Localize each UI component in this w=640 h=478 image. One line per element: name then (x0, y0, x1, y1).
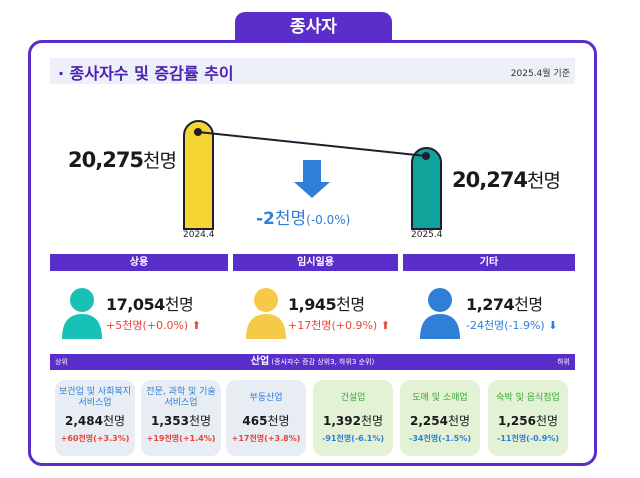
other-change: -24천명(-1.9%) ⬇ (466, 319, 558, 332)
basis-date: 2025.4월 기준 (510, 69, 570, 79)
industry-card: 전문, 과학 및 기술 서비스업 1,353천명 +19천명(+1.4%) (141, 380, 221, 456)
point-2025 (422, 152, 430, 160)
industry-header: 상위 산업 (종사자수 증감 상위3, 하위3 순위) 하위 (50, 354, 575, 370)
industry-title: 산업 (종사자수 증감 상위3, 하위3 순위) (250, 356, 375, 367)
person-icon (62, 288, 102, 339)
pillar-2024 (183, 120, 214, 230)
temporary-value: 1,945천명 (288, 295, 365, 314)
section-tab[interactable]: 종사자 (235, 12, 392, 42)
person-icon (246, 288, 286, 339)
industry-card: 숙박 및 음식점업 1,256천명 -11천명(-0.9%) (488, 380, 568, 456)
industry-card: 도매 및 소매업 2,254천명 -34천명(-1.5%) (400, 380, 480, 456)
top-label: 상위 (55, 358, 68, 366)
category-header-temporary: 임시일용 (233, 254, 398, 271)
section-title: · 종사자수 및 증감률 추이 (58, 64, 234, 83)
regular-change: +5천명(+0.0%) ⬆ (106, 319, 201, 332)
temporary-change: +17천명(+0.9%) ⬆ (288, 319, 390, 332)
category-header-regular: 상용 (50, 254, 228, 271)
period-2025: 2025.4 (411, 230, 443, 240)
bottom-label: 하위 (557, 358, 570, 366)
value-2024: 20,275천명 (68, 148, 177, 172)
value-2025: 20,274천명 (452, 168, 561, 192)
category-header-other: 기타 (403, 254, 575, 271)
down-arrow-icon (294, 160, 330, 198)
regular-value: 17,054천명 (106, 295, 194, 314)
pillar-2025 (411, 147, 442, 230)
industry-card: 부동산업 465천명 +17천명(+3.8%) (226, 380, 306, 456)
content-frame (28, 40, 597, 466)
period-2024: 2024.4 (183, 230, 215, 240)
point-2024 (194, 128, 202, 136)
section-title-bar (50, 58, 575, 84)
total-change: -2천명(-0.0%) (256, 209, 351, 229)
industry-card: 보건업 및 사회복지 서비스업 2,484천명 +60천명(+3.3%) (55, 380, 135, 456)
industry-card: 건설업 1,392천명 -91천명(-6.1%) (313, 380, 393, 456)
person-icon (420, 288, 460, 339)
other-value: 1,274천명 (466, 295, 543, 314)
